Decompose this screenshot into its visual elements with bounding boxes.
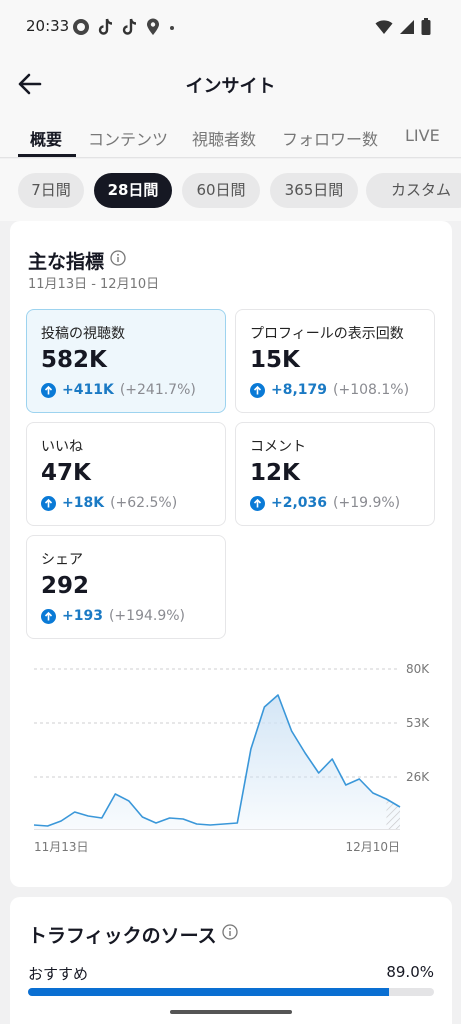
status-bar: 20:33 xyxy=(0,0,461,56)
up-arrow-icon xyxy=(250,382,265,398)
metric-value: 12K xyxy=(250,460,300,486)
date-range: 11月13日 - 12月10日 xyxy=(28,277,160,292)
traffic-title: トラフィックのソース xyxy=(28,925,217,947)
info-icon[interactable] xyxy=(222,924,238,940)
series-line xyxy=(33,694,401,827)
period-60-days[interactable]: 60日間 xyxy=(182,173,260,208)
up-arrow-icon xyxy=(250,495,265,511)
badge-icon xyxy=(73,19,89,35)
metric-delta: +411K (+241.7%) xyxy=(41,382,196,398)
traffic-progress-fill xyxy=(28,988,390,996)
metric-label: プロフィールの表示回数 xyxy=(250,326,404,342)
delta-percent: (+194.9%) xyxy=(108,608,186,624)
period-7-days[interactable]: 7日間 xyxy=(18,173,84,208)
tiktok-icon xyxy=(122,18,137,35)
tab-viewers[interactable]: 視聴者数 xyxy=(192,130,257,149)
notification-icons xyxy=(72,18,176,36)
page-title: インサイト xyxy=(185,76,276,97)
metric-likes[interactable]: いいね 47K +18K (+62.5%) xyxy=(26,422,226,526)
back-arrow-icon xyxy=(18,73,42,95)
x-tick-label: 12月10日 xyxy=(345,840,400,854)
delta-value: +2,036 xyxy=(271,495,328,511)
up-arrow-icon xyxy=(41,495,56,511)
delta-value: +18K xyxy=(62,495,105,511)
period-custom[interactable]: カスタム xyxy=(366,173,461,208)
traffic-source-label: おすすめ xyxy=(28,965,89,983)
delta-value: +411K xyxy=(62,382,114,398)
app-header: インサイト xyxy=(0,56,461,112)
chart-svg: 80K 53K 26K 11月13日 12月10日 xyxy=(33,662,430,854)
area-fill xyxy=(34,695,400,829)
up-arrow-icon xyxy=(41,382,56,398)
x-tick-label: 11月13日 xyxy=(34,840,89,854)
metric-delta: +8,179 (+108.1%) xyxy=(250,382,409,398)
partial-period-hatch xyxy=(386,799,400,829)
delta-percent: (+241.7%) xyxy=(119,382,196,398)
period-selector: 7日間 28日間 60日間 365日間 カスタム xyxy=(0,159,461,221)
wifi-icon xyxy=(375,20,393,34)
metric-delta: +193 (+194.9%) xyxy=(41,608,185,624)
back-button[interactable] xyxy=(14,68,46,100)
location-pin-icon xyxy=(147,18,159,35)
delta-percent: (+108.1%) xyxy=(333,382,410,398)
delta-percent: (+62.5%) xyxy=(110,495,178,511)
metric-label: 投稿の視聴数 xyxy=(41,326,125,342)
y-tick-label: 53K xyxy=(406,716,430,730)
tab-overview[interactable]: 概要 xyxy=(30,130,63,149)
home-indicator[interactable] xyxy=(170,1010,292,1014)
y-tick-label: 26K xyxy=(406,770,430,784)
delta-value: +8,179 xyxy=(271,382,328,398)
tiktok-icon xyxy=(98,18,113,35)
metric-value: 15K xyxy=(250,347,300,373)
key-metrics-title: 主な指標 xyxy=(28,251,105,273)
metric-value: 47K xyxy=(41,460,91,486)
period-365-days[interactable]: 365日間 xyxy=(270,173,358,208)
signal-icon xyxy=(400,20,414,34)
active-tab-indicator xyxy=(18,154,76,157)
metric-label: コメント xyxy=(250,439,306,455)
delta-value: +193 xyxy=(62,608,103,624)
metric-value: 582K xyxy=(41,347,107,373)
traffic-source-value: 89.0% xyxy=(386,963,434,981)
tab-bar: 概要 コンテンツ 視聴者数 フォロワー数 LIVE xyxy=(0,112,461,158)
metric-value: 292 xyxy=(41,573,90,599)
metric-label: いいね xyxy=(41,439,83,455)
metric-profile-views[interactable]: プロフィールの表示回数 15K +8,179 (+108.1%) xyxy=(235,309,435,413)
views-chart[interactable]: 80K 53K 26K 11月13日 12月10日 xyxy=(10,649,452,869)
more-dot-icon xyxy=(170,26,174,30)
y-tick-label: 80K xyxy=(406,662,430,676)
tab-content[interactable]: コンテンツ xyxy=(88,130,169,149)
battery-icon xyxy=(421,18,431,35)
metric-delta: +2,036 (+19.9%) xyxy=(250,495,400,511)
metric-delta: +18K (+62.5%) xyxy=(41,495,177,511)
tab-followers[interactable]: フォロワー数 xyxy=(282,130,379,149)
info-icon[interactable] xyxy=(110,250,126,266)
system-icons xyxy=(375,18,431,36)
tab-live[interactable]: LIVE xyxy=(405,126,440,145)
metric-label: シェア xyxy=(41,552,83,568)
metric-shares[interactable]: シェア 292 +193 (+194.9%) xyxy=(26,535,226,639)
delta-percent: (+19.9%) xyxy=(333,495,401,511)
key-metrics-card: 主な指標 11月13日 - 12月10日 投稿の視聴数 582K +411K (… xyxy=(10,221,452,887)
traffic-progress-bar xyxy=(28,988,434,996)
traffic-sources-card: トラフィックのソース おすすめ 89.0% xyxy=(10,897,452,1024)
period-28-days[interactable]: 28日間 xyxy=(94,173,172,208)
status-time: 20:33 xyxy=(26,17,70,35)
metric-post-views[interactable]: 投稿の視聴数 582K +411K (+241.7%) xyxy=(26,309,226,413)
metric-comments[interactable]: コメント 12K +2,036 (+19.9%) xyxy=(235,422,435,526)
up-arrow-icon xyxy=(41,608,56,624)
